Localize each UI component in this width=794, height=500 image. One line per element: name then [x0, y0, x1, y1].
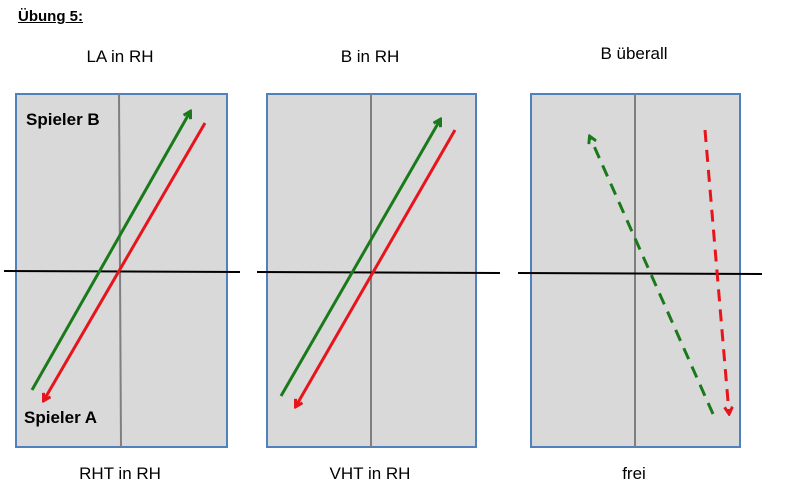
court-3-net: [517, 272, 763, 275]
panel-3-top-caption: B überall: [600, 44, 668, 63]
panel-3-bottom-caption: frei: [622, 464, 646, 483]
court-1-red-arrow: [44, 122, 207, 400]
court-1-net: [3, 270, 241, 273]
court-panel-2: [256, 93, 501, 448]
court-1-green-arrow: [30, 112, 190, 391]
court-3-green-dashed-arrow: [590, 137, 715, 415]
court-2-red-arrow: [296, 129, 457, 406]
court-3-red-dashed-arrow: [703, 129, 729, 413]
panel-2-bottom-caption: VHT in RH: [329, 464, 411, 483]
exercise-title: Übung 5:: [18, 8, 83, 25]
court-2-green-arrow: [279, 120, 440, 397]
panel-1-top-caption: LA in RH: [86, 47, 154, 66]
court-panel-3: [517, 93, 763, 448]
court-2-net: [256, 271, 501, 274]
court-panel-1: [3, 93, 241, 448]
panel-1-bottom-caption: RHT in RH: [79, 464, 161, 483]
player-a-label: Spieler A: [24, 408, 98, 427]
panel-2-top-caption: B in RH: [340, 47, 400, 66]
player-b-label: Spieler B: [26, 110, 100, 129]
